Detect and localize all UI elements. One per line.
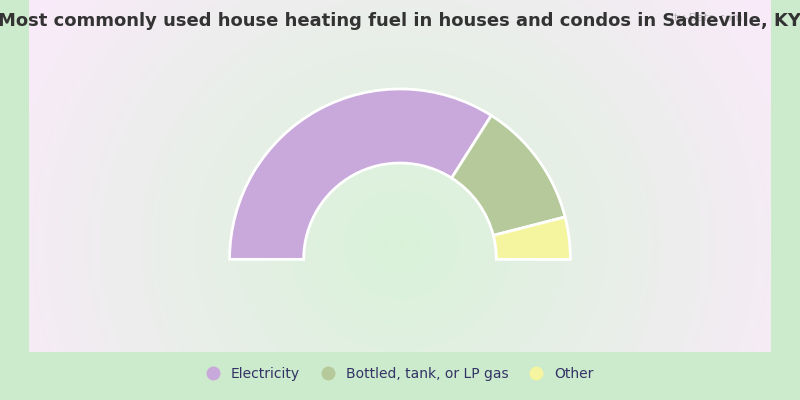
Wedge shape [494, 217, 570, 259]
Text: City-Data.com: City-Data.com [663, 13, 742, 23]
Legend: Electricity, Bottled, tank, or LP gas, Other: Electricity, Bottled, tank, or LP gas, O… [199, 360, 601, 388]
Text: Most commonly used house heating fuel in houses and condos in Sadieville, KY: Most commonly used house heating fuel in… [0, 12, 800, 30]
Wedge shape [452, 116, 565, 236]
Wedge shape [230, 89, 491, 259]
